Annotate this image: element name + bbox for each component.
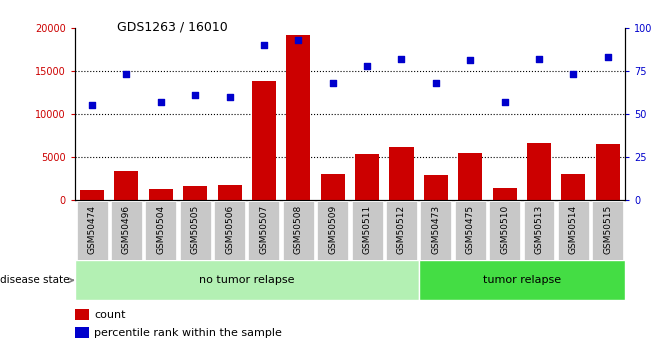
Point xyxy=(293,37,303,42)
Bar xyxy=(183,186,207,200)
FancyBboxPatch shape xyxy=(75,260,419,300)
Text: GSM50509: GSM50509 xyxy=(328,205,337,254)
Text: GSM50473: GSM50473 xyxy=(432,205,440,254)
Bar xyxy=(252,81,276,200)
Point xyxy=(258,42,269,48)
Bar xyxy=(424,175,448,200)
Bar xyxy=(286,34,311,200)
FancyBboxPatch shape xyxy=(77,201,107,260)
Text: tumor relapse: tumor relapse xyxy=(483,275,561,285)
Text: GSM50507: GSM50507 xyxy=(260,205,268,254)
FancyBboxPatch shape xyxy=(386,201,417,260)
FancyBboxPatch shape xyxy=(283,201,314,260)
Text: GSM50512: GSM50512 xyxy=(397,205,406,254)
Text: GSM50474: GSM50474 xyxy=(87,205,96,254)
FancyBboxPatch shape xyxy=(592,201,623,260)
Point xyxy=(121,71,132,77)
Point xyxy=(431,80,441,86)
Text: GSM50504: GSM50504 xyxy=(156,205,165,254)
Text: GSM50514: GSM50514 xyxy=(569,205,578,254)
Point xyxy=(534,56,544,61)
Text: GSM50506: GSM50506 xyxy=(225,205,234,254)
Bar xyxy=(217,186,242,200)
Text: count: count xyxy=(94,310,126,320)
Bar xyxy=(75,327,89,338)
FancyBboxPatch shape xyxy=(523,201,555,260)
Bar xyxy=(80,190,104,200)
FancyBboxPatch shape xyxy=(214,201,245,260)
Bar xyxy=(75,309,89,320)
Point xyxy=(190,92,201,98)
FancyBboxPatch shape xyxy=(249,201,279,260)
Text: GSM50515: GSM50515 xyxy=(603,205,613,254)
Text: GSM50510: GSM50510 xyxy=(500,205,509,254)
Bar xyxy=(527,143,551,200)
Bar xyxy=(458,152,482,200)
FancyBboxPatch shape xyxy=(145,201,176,260)
Point xyxy=(327,80,338,86)
FancyBboxPatch shape xyxy=(455,201,486,260)
Bar xyxy=(149,189,173,200)
FancyBboxPatch shape xyxy=(421,201,451,260)
Bar xyxy=(596,144,620,200)
Text: GSM50513: GSM50513 xyxy=(534,205,544,254)
Text: GSM50496: GSM50496 xyxy=(122,205,131,254)
Point xyxy=(87,102,97,108)
Point xyxy=(465,58,475,63)
Text: percentile rank within the sample: percentile rank within the sample xyxy=(94,328,282,338)
Point xyxy=(603,54,613,60)
FancyBboxPatch shape xyxy=(317,201,348,260)
Text: GSM50508: GSM50508 xyxy=(294,205,303,254)
FancyBboxPatch shape xyxy=(111,201,142,260)
Text: GSM50475: GSM50475 xyxy=(465,205,475,254)
FancyBboxPatch shape xyxy=(180,201,211,260)
Text: GDS1263 / 16010: GDS1263 / 16010 xyxy=(117,21,228,34)
Text: GSM50505: GSM50505 xyxy=(191,205,200,254)
Point xyxy=(499,99,510,105)
FancyBboxPatch shape xyxy=(489,201,520,260)
Bar xyxy=(493,188,517,200)
Bar xyxy=(321,174,345,200)
Text: no tumor relapse: no tumor relapse xyxy=(199,275,294,285)
Text: GSM50511: GSM50511 xyxy=(363,205,372,254)
FancyBboxPatch shape xyxy=(419,260,625,300)
Point xyxy=(568,71,579,77)
Text: disease state: disease state xyxy=(0,275,73,285)
Point xyxy=(225,94,235,99)
Point xyxy=(156,99,166,105)
Bar xyxy=(561,174,585,200)
Bar xyxy=(115,171,139,200)
FancyBboxPatch shape xyxy=(352,201,383,260)
Bar xyxy=(389,148,413,200)
FancyBboxPatch shape xyxy=(558,201,589,260)
Point xyxy=(396,56,407,61)
Point xyxy=(362,63,372,68)
Bar xyxy=(355,155,379,200)
